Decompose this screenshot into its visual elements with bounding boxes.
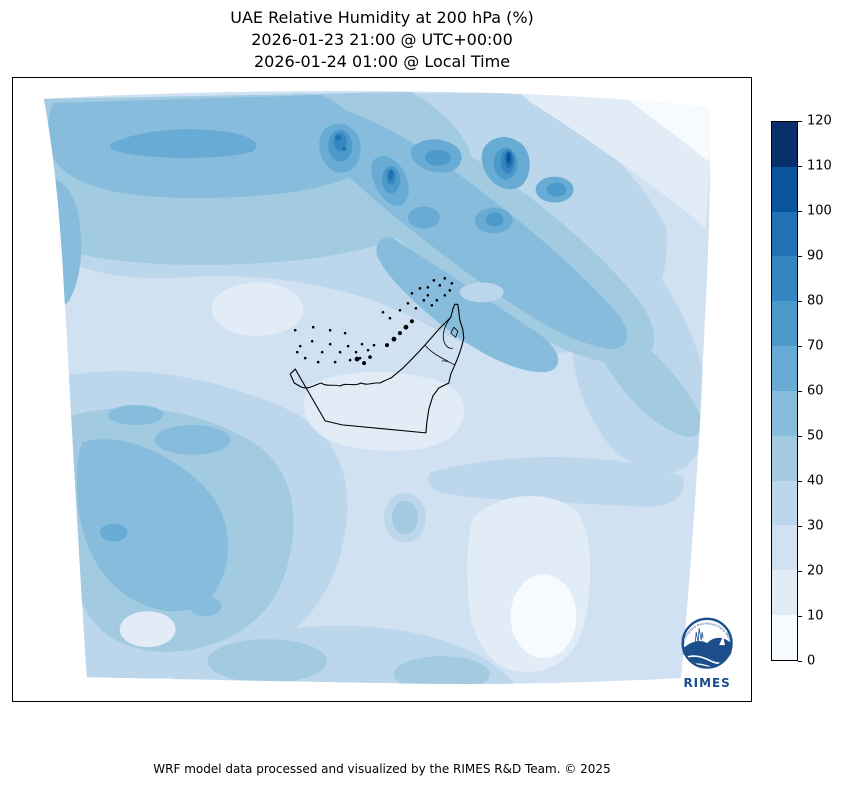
colorbar-tick [798,255,802,257]
colorbar-tick [798,300,802,302]
colorbar-tick [798,660,802,662]
colorbar-tick [798,525,802,527]
colorbar-tick-label: 30 [807,518,824,534]
colorbar-tick-label: 40 [807,473,824,489]
colorbar-tick-label: 70 [807,338,824,354]
colorbar-segment [772,166,797,212]
colorbar-segment [772,301,797,347]
colorbar-tick [798,390,802,392]
colorbar-segment [772,480,797,526]
colorbar-tick [798,165,802,167]
colorbar-segment [772,256,797,302]
rimes-wordmark: RIMES [683,676,730,690]
colorbar-tick [798,210,802,212]
map-svg: Regional Integrated Multi-Hazard Early W… [13,78,733,690]
colorbar: 0 10 20 30 40 50 60 70 80 90 100 110 120 [771,114,832,669]
colorbar-segment [772,122,797,167]
colorbar-tick-label: 60 [807,383,824,399]
colorbar-tick [798,120,802,122]
colorbar-tick-label: 10 [807,608,824,624]
colorbar-segment [772,390,797,436]
colorbar-tick [798,345,802,347]
colorbar-tick-label: 20 [807,563,824,579]
title-line-2: 2026-01-23 21:00 @ UTC+00:00 [251,30,513,49]
colorbar-tick-label: 50 [807,428,824,444]
contour-level-70-plus [328,129,567,227]
title-line-1: UAE Relative Humidity at 200 hPa (%) [230,8,534,27]
colorbar-tick [798,615,802,617]
colorbar-segment [772,211,797,257]
colorbar-tick-label: 120 [807,113,832,129]
uae-coastline [289,277,465,434]
title-line-3: 2026-01-24 01:00 @ Local Time [253,52,511,71]
colorbar-tick [798,570,802,572]
colorbar-tick-label: 100 [807,203,832,219]
colorbar-segment [772,570,797,616]
colorbar-tick-label: 90 [807,248,824,264]
map-axes: Regional Integrated Multi-Hazard Early W… [12,77,752,702]
colorbar-tick-label: 80 [807,293,824,309]
contour-level-light [119,90,711,673]
colorbar-tick-label: 0 [807,653,816,669]
footer-credit: WRF model data processed and visualized … [153,762,611,776]
figure-title: UAE Relative Humidity at 200 hPa (%) 202… [12,7,752,73]
colorbar-segment [772,615,797,660]
colorbar-tick [798,435,802,437]
colorbar-segment [772,346,797,391]
colorbar-scale: 0 10 20 30 40 50 60 70 80 90 100 110 120 [771,114,841,669]
colorbar-tick-label: 110 [807,158,832,174]
island-dots [293,277,454,366]
colorbar-segment [772,435,797,481]
colorbar-segment [772,525,797,571]
colorbar-gradient [771,121,798,661]
contour-layers [43,90,711,684]
colorbar-tick [798,480,802,482]
